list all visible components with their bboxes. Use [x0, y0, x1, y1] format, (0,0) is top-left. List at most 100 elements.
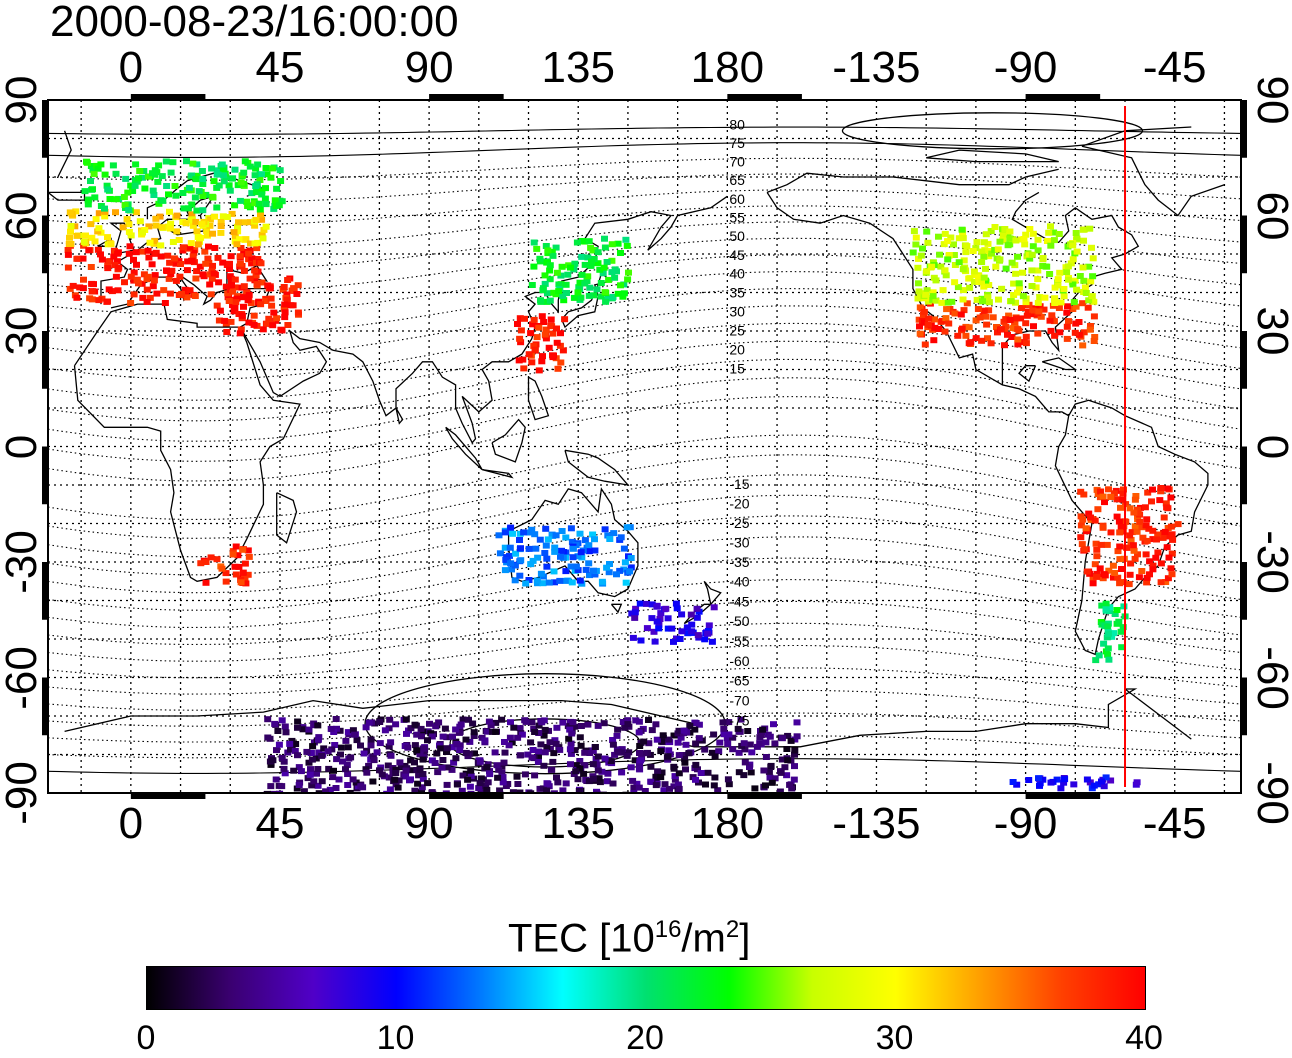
contour-label: -50 [729, 613, 749, 629]
coastline [491, 418, 526, 463]
mlat-contour [48, 205, 1241, 249]
tec-cell [955, 259, 963, 266]
tec-cell [570, 294, 578, 301]
tec-cell [452, 726, 460, 733]
tec-cell [563, 290, 570, 296]
tec-cell [915, 288, 923, 295]
tec-cell [483, 728, 491, 735]
tec-cell [280, 758, 288, 765]
tec-cell [206, 216, 214, 223]
tec-cell [1154, 531, 1162, 538]
tec-cell [1004, 331, 1011, 338]
tec-cell [270, 309, 278, 316]
tec-cell [1039, 255, 1047, 261]
tec-cell [1128, 529, 1136, 536]
mlat-contour [48, 322, 1241, 401]
tec-cell [1026, 226, 1034, 232]
tec-cell [980, 239, 988, 246]
tec-cell [571, 260, 579, 267]
tec-cell [419, 756, 427, 763]
tec-cell [762, 782, 769, 789]
tec-cell [462, 736, 470, 743]
tec-cell [252, 183, 260, 189]
tec-cell [737, 716, 745, 723]
tec-cell [1149, 566, 1157, 573]
tec-cell [574, 567, 582, 574]
tec-cell [227, 253, 235, 260]
tec-cell [193, 228, 201, 235]
tec-cell [236, 260, 244, 267]
contour-label: 40 [729, 266, 745, 282]
tec-cell [342, 737, 350, 744]
tec-cell [567, 525, 575, 532]
tec-cell [567, 740, 575, 747]
tec-cell [308, 756, 316, 763]
tec-cell [1034, 276, 1042, 283]
tec-cell [228, 210, 236, 217]
coastline [481, 468, 514, 479]
tec-cell [945, 252, 953, 258]
tec-cell [552, 244, 560, 251]
frame-bar [42, 215, 48, 274]
tec-cell [923, 228, 931, 235]
tec-cell [290, 285, 298, 292]
contour-label: 30 [729, 303, 745, 319]
tec-cell [172, 192, 180, 199]
tec-cell [1047, 242, 1055, 249]
tec-cell [139, 294, 147, 301]
tec-cell [1069, 256, 1077, 263]
colorbar-tick-label: 0 [136, 1019, 156, 1057]
tec-cell [88, 288, 96, 295]
tec-cell [1131, 496, 1139, 503]
tec-cell [565, 735, 573, 742]
tec-cell [517, 557, 525, 564]
tec-cell [419, 775, 427, 782]
tec-cell [228, 175, 236, 182]
x-tick-label-bottom: 45 [255, 799, 305, 848]
tec-cell [935, 233, 942, 240]
tec-cell [134, 175, 142, 182]
tec-cell [783, 746, 791, 752]
tec-cell [585, 542, 593, 549]
tec-cell [194, 241, 202, 248]
tec-cell [1063, 335, 1071, 342]
tec-cell [69, 282, 77, 289]
tec-cell [113, 258, 121, 265]
tec-cell [546, 262, 554, 269]
frame-bar [42, 446, 48, 505]
tec-cell [1116, 529, 1124, 536]
tec-cell [198, 168, 206, 174]
tec-cell [1134, 510, 1142, 517]
tec-cell [496, 787, 504, 793]
tec-cell [1046, 271, 1054, 277]
tec-cell [935, 326, 943, 332]
tec-cell [337, 744, 345, 751]
tec-cell [123, 216, 131, 223]
tec-cell [591, 744, 599, 750]
tec-cell [1118, 566, 1125, 572]
tec-cell [1093, 573, 1101, 580]
tec-cell [983, 321, 991, 328]
tec-cell [537, 741, 545, 748]
tec-cell [618, 769, 626, 776]
tec-cell [944, 256, 952, 263]
tec-cell [593, 286, 601, 293]
tec-cell [1148, 498, 1155, 505]
tec-cell [1069, 242, 1077, 249]
tec-cell [546, 267, 554, 274]
tec-cell [670, 638, 677, 645]
tec-cell [220, 178, 228, 185]
tec-cell [160, 287, 168, 294]
tec-cell [1116, 580, 1124, 587]
tec-cell [998, 285, 1006, 292]
tec-cell [250, 321, 258, 328]
tec-cell [1075, 319, 1083, 325]
tec-cell [303, 748, 311, 755]
tec-cell [589, 531, 597, 538]
coastline [48, 191, 86, 201]
tec-cell [280, 765, 288, 772]
tec-cell [1110, 574, 1117, 581]
tec-cell [304, 775, 312, 782]
x-tick-label-bottom: -45 [1142, 799, 1207, 848]
tec-cell [1146, 571, 1153, 578]
